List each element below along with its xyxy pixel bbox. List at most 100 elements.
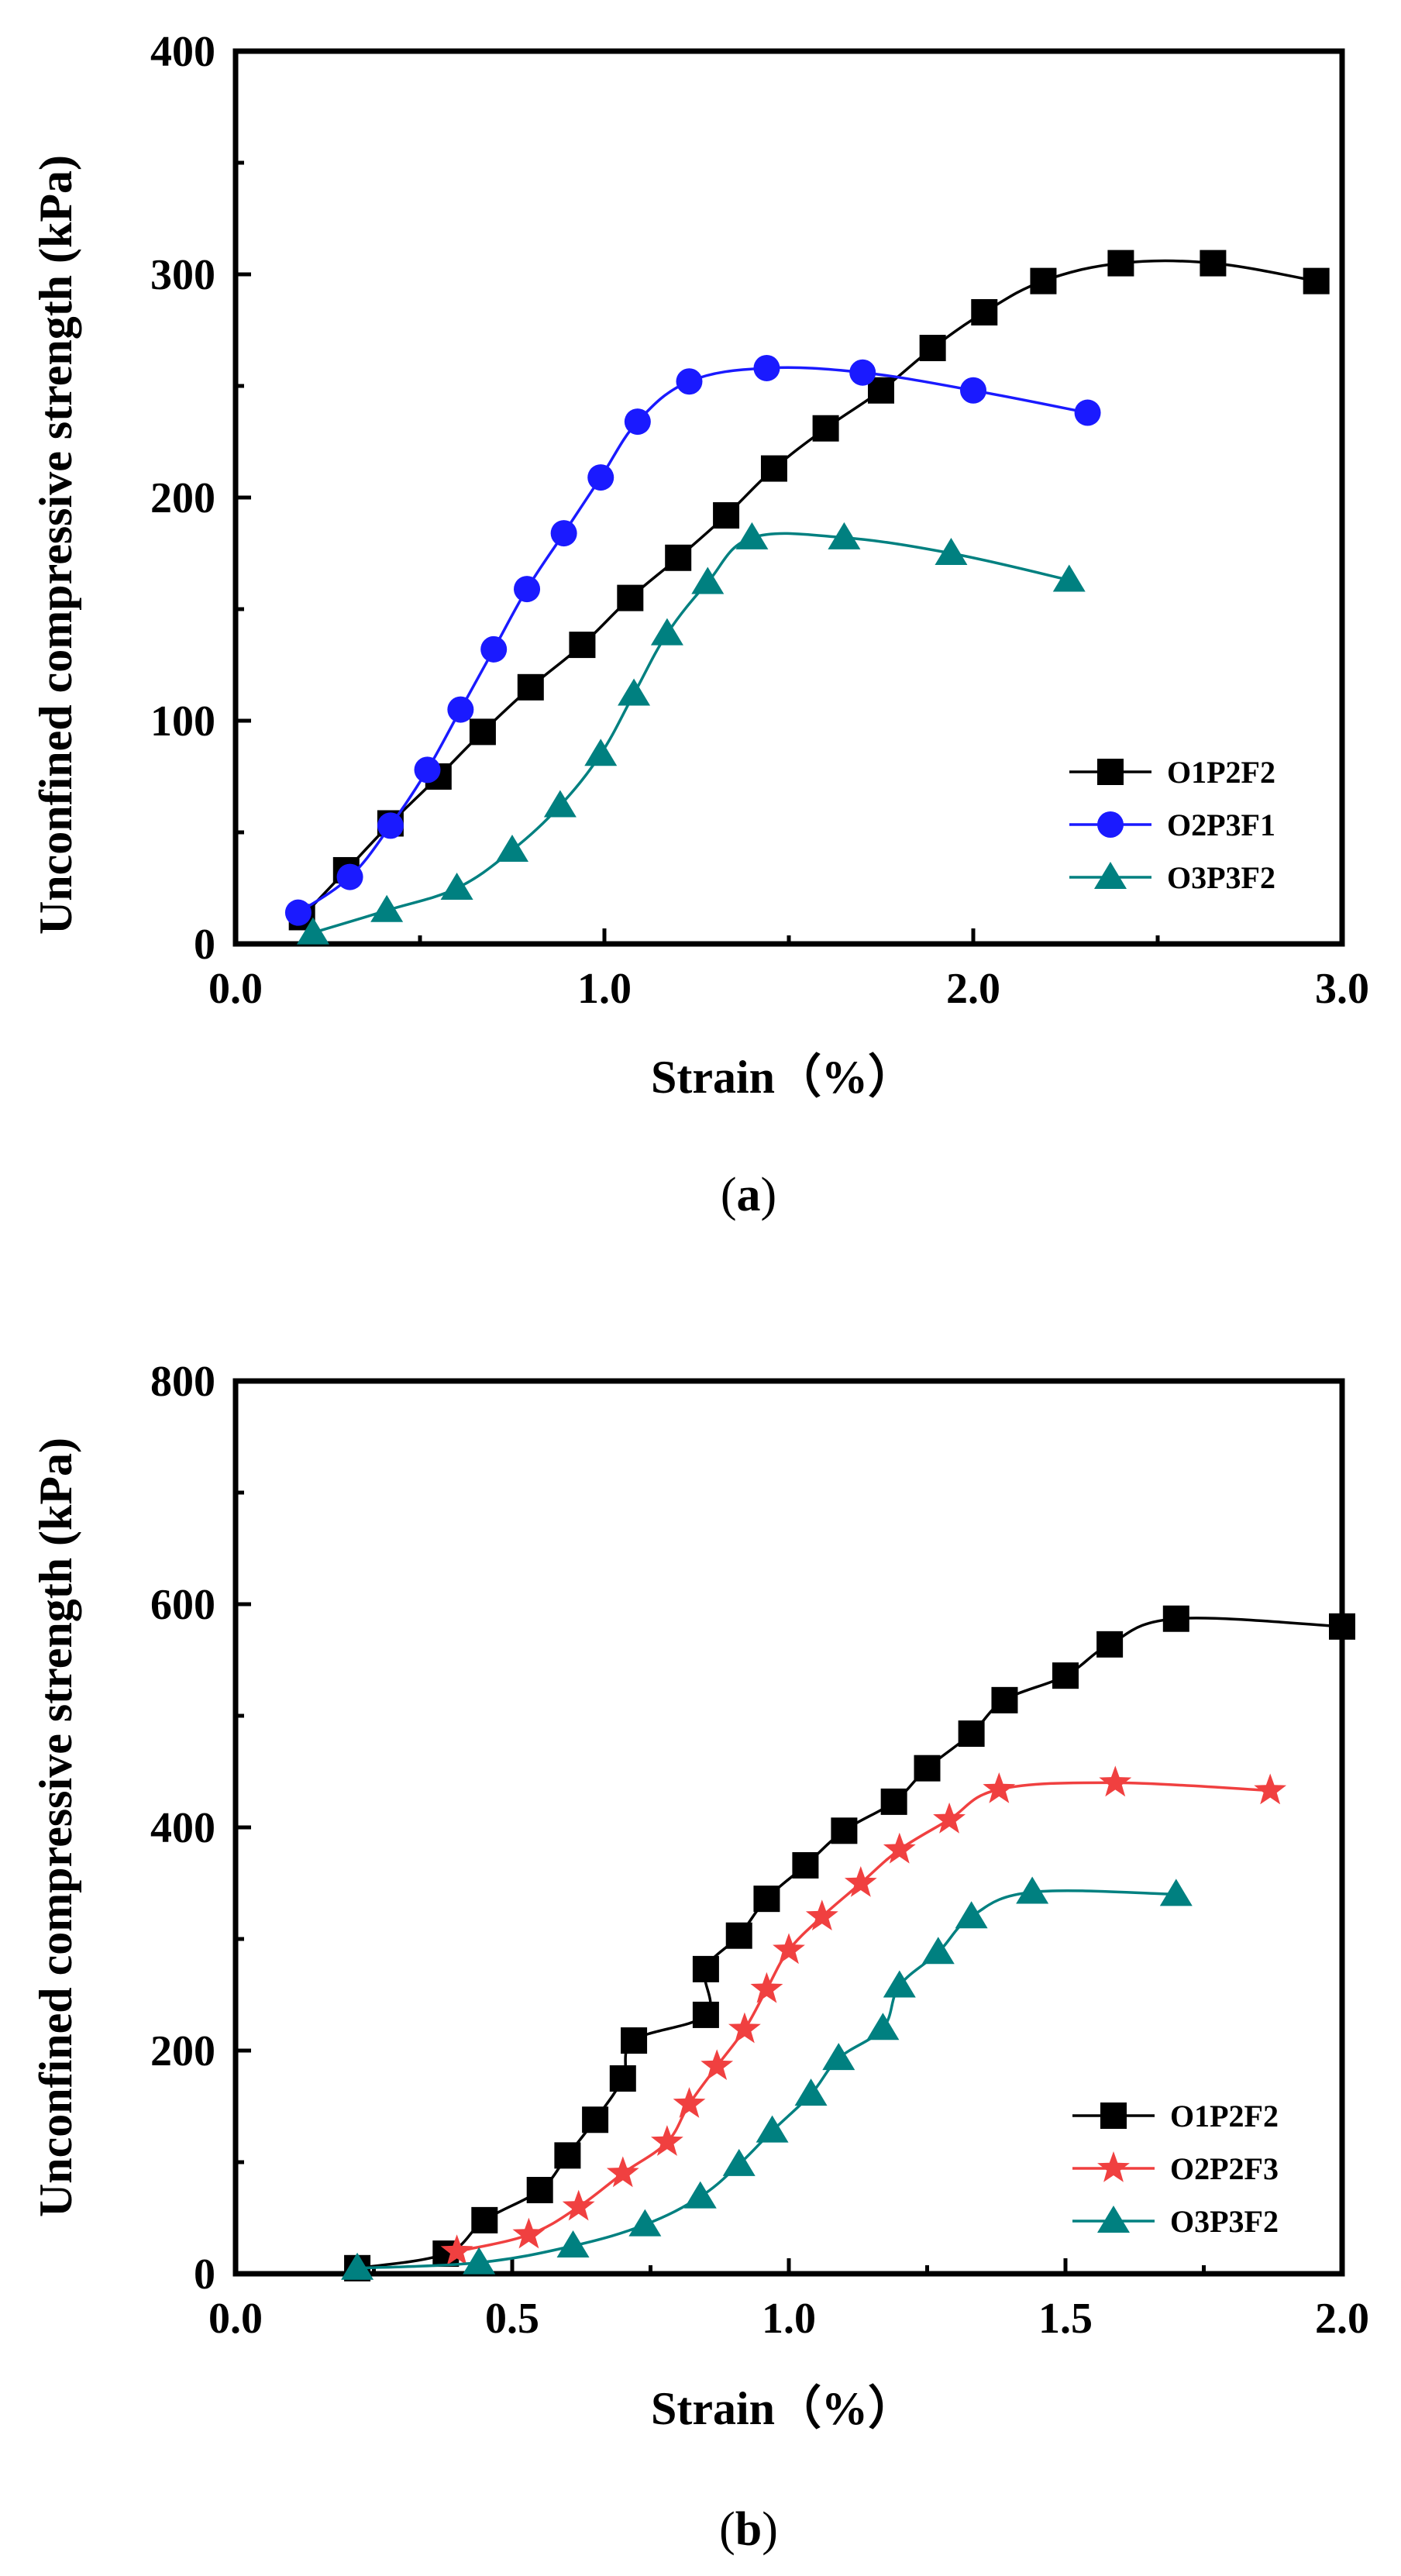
data-point-o2p3f1-a [377,812,404,839]
panel-label-b: (b) [719,2503,778,2556]
data-point-o2p3f1-a [676,368,703,395]
data-point-o2p3f1-a [587,464,614,491]
x-tick-label-a: 0.0 [208,965,263,1013]
data-point-o1p2f2-a [1303,267,1330,294]
data-point-o3p3f2-a [543,790,577,818]
data-point-o2p2f3-b [883,1832,916,1864]
series-line-o1p2f2-a [301,259,1317,918]
data-point-o1p2f2-b [753,1886,780,1913]
legend-label-o3p3f2-b: O3P3F2 [1170,2204,1279,2239]
data-point-o1p2f2-b [1329,1613,1355,1640]
data-point-o1p2f2-a [713,502,740,529]
data-point-o1p2f2-a [868,377,894,404]
data-point-o2p3f1-a [336,863,363,890]
data-point-o1p2f2-b [692,2001,719,2028]
data-point-o1p2f2-b [554,2142,581,2169]
data-point-o2p2f3-b [1254,1773,1287,1805]
x-tick-label-a: 3.0 [1315,965,1369,1013]
data-point-o2p2f3-b [773,1933,805,1965]
series-line-o3p3f2-a [312,532,1070,935]
data-point-o1p2f2-a [1030,267,1057,294]
x-tick-label-b: 1.5 [1038,2295,1093,2343]
data-point-o2p2f3-b [606,2156,639,2188]
data-point-o2p3f1-a [550,520,577,547]
y-tick-label-b: 600 [150,1581,215,1629]
y-tick-label-a: 100 [150,697,215,746]
data-point-o2p3f1-a [624,408,651,436]
data-point-o3p3f2-b [628,2209,662,2237]
x-tick-label-a: 2.0 [946,965,1000,1013]
legend-marker-o1p2f2-b [1100,2102,1127,2129]
data-point-o3p3f2-b [722,2148,756,2176]
x-axis-title-b: Strain（%） [651,2382,914,2434]
data-point-o1p2f2-a [569,632,596,659]
series-line-o2p2f3-b [456,1781,1271,2253]
data-point-o3p3f2-a [296,917,329,945]
data-point-o1p2f2-b [914,1755,941,1782]
data-point-o3p3f2-b [683,2181,717,2209]
legend-label-o3p3f2-a: O3P3F2 [1167,860,1275,895]
data-point-o2p2f3-b [512,2217,546,2249]
data-point-o1p2f2-b [831,1817,858,1844]
data-point-o1p2f2-b [725,1922,752,1949]
data-point-o3p3f2-b [1016,1876,1049,1904]
panel-label-a-letter: a [737,1169,761,1221]
x-tick-label-b: 0.5 [485,2295,539,2343]
data-point-o2p2f3-b [728,2012,761,2044]
data-point-o2p3f1-a [284,899,312,926]
data-point-o3p3f2-a [584,739,618,766]
data-point-o3p3f2-b [794,2078,828,2106]
data-point-o3p3f2-a [618,678,651,706]
data-point-o3p3f2-b [341,2252,374,2280]
data-point-o2p2f3-b [673,2087,706,2118]
data-point-o1p2f2-b [609,2065,636,2092]
legend-marker-o2p2f3-b [1097,2151,1130,2182]
x-tick-label-b: 2.0 [1315,2295,1369,2343]
data-point-o1p2f2-b [526,2177,553,2203]
data-point-o3p3f2-b [822,2043,855,2071]
data-point-o1p2f2-b [692,1955,719,1982]
y-tick-label-a: 400 [150,28,215,76]
data-point-o3p3f2-a [828,522,861,549]
data-point-o2p3f1-a [480,635,508,663]
data-point-o2p2f3-b [805,1899,838,1930]
data-point-o3p3f2-b [866,2013,900,2040]
x-tick-label-a: 1.0 [577,965,632,1013]
data-point-o2p3f1-a [849,359,876,386]
data-point-o1p2f2-a [517,673,544,701]
data-point-o3p3f2-a [735,522,769,549]
data-point-o2p2f3-b [1099,1765,1132,1797]
y-tick-label-b: 200 [150,2027,215,2075]
data-point-o1p2f2-a [812,415,839,442]
data-point-o1p2f2-b [880,1788,907,1815]
legend-marker-o2p3f1-a [1097,811,1124,838]
legend-marker-o3p3f2-b [1097,2206,1130,2233]
data-point-o2p2f3-b [440,2234,473,2265]
data-point-o2p3f1-a [960,377,986,404]
legend-marker-o1p2f2-a [1097,759,1124,785]
data-point-o3p3f2-b [921,1937,955,1965]
legend-label-o1p2f2-a: O1P2F2 [1167,755,1275,790]
x-tick-label-b: 0.0 [208,2295,263,2343]
data-point-o1p2f2-b [958,1720,985,1748]
data-point-o3p3f2-b [756,2115,789,2143]
data-point-o2p3f1-a [414,756,441,783]
y-tick-label-a: 300 [150,251,215,299]
data-point-o3p3f2-a [440,873,473,900]
data-point-o1p2f2-b [582,2106,609,2133]
data-point-o1p2f2-b [991,1686,1018,1713]
panel-label-a: (a) [721,1169,776,1221]
data-point-o1p2f2-a [469,718,496,746]
data-point-o1p2f2-a [665,544,692,571]
data-point-o3p3f2-b [556,2230,590,2257]
data-point-o3p3f2-b [1159,1879,1193,1906]
legend-label-o2p2f3-b: O2P2F3 [1170,2151,1279,2186]
y-tick-label-a: 200 [150,474,215,522]
data-point-o3p3f2-a [650,618,683,646]
data-point-o2p2f3-b [651,2125,683,2156]
data-point-o3p3f2-a [496,835,528,863]
data-point-o2p2f3-b [933,1802,966,1834]
data-point-o2p2f3-b [983,1772,1016,1803]
y-axis-title-b: Unconfined compressive strength (kPa) [30,1438,81,2217]
data-point-o3p3f2-b [883,1970,916,1998]
